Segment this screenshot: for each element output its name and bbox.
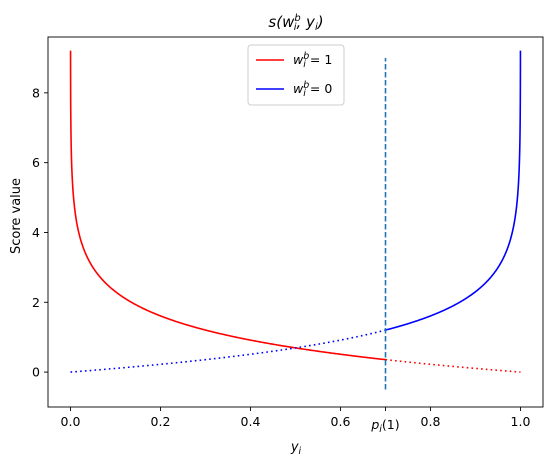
y-tick-label: 0 [32, 365, 40, 380]
x-tick-label: 0.2 [151, 414, 171, 429]
y-tick-label: 2 [32, 295, 40, 310]
x-tick-label: 0.0 [61, 414, 81, 429]
legend-label-1: wb i = 0 [293, 80, 332, 99]
axes-frame [47, 36, 544, 408]
y-tick-label: 6 [32, 155, 40, 170]
y-axis-label: Score value [9, 178, 24, 254]
legend: wb i = 1 wb i = 0 [247, 44, 345, 106]
series-0-dotted-line [385, 358, 521, 373]
y-tick-label: 4 [32, 225, 40, 240]
x-tick-label: 1.0 [511, 414, 531, 429]
plot-area [69, 50, 522, 390]
x-tick-label: 0.8 [421, 414, 441, 429]
x-axis-label: yi [290, 440, 302, 457]
legend-label-0: wb i = 1 [293, 51, 332, 70]
series-1-dotted-line [70, 329, 386, 373]
chart-title: s(wb i, yi) [268, 13, 323, 33]
y-tick-label: 8 [32, 85, 40, 100]
series-1-solid-line [385, 50, 522, 331]
axes: 0.0 0.2 0.4 0.6 0.8 1.0 pi(1) 0 2 4 6 8 [32, 36, 544, 435]
x-tick-label: 0.6 [331, 414, 351, 429]
series-0-solid-line [69, 50, 386, 361]
x-tick-label: 0.4 [241, 414, 261, 429]
x-tick-label-threshold: pi(1) [370, 417, 399, 435]
